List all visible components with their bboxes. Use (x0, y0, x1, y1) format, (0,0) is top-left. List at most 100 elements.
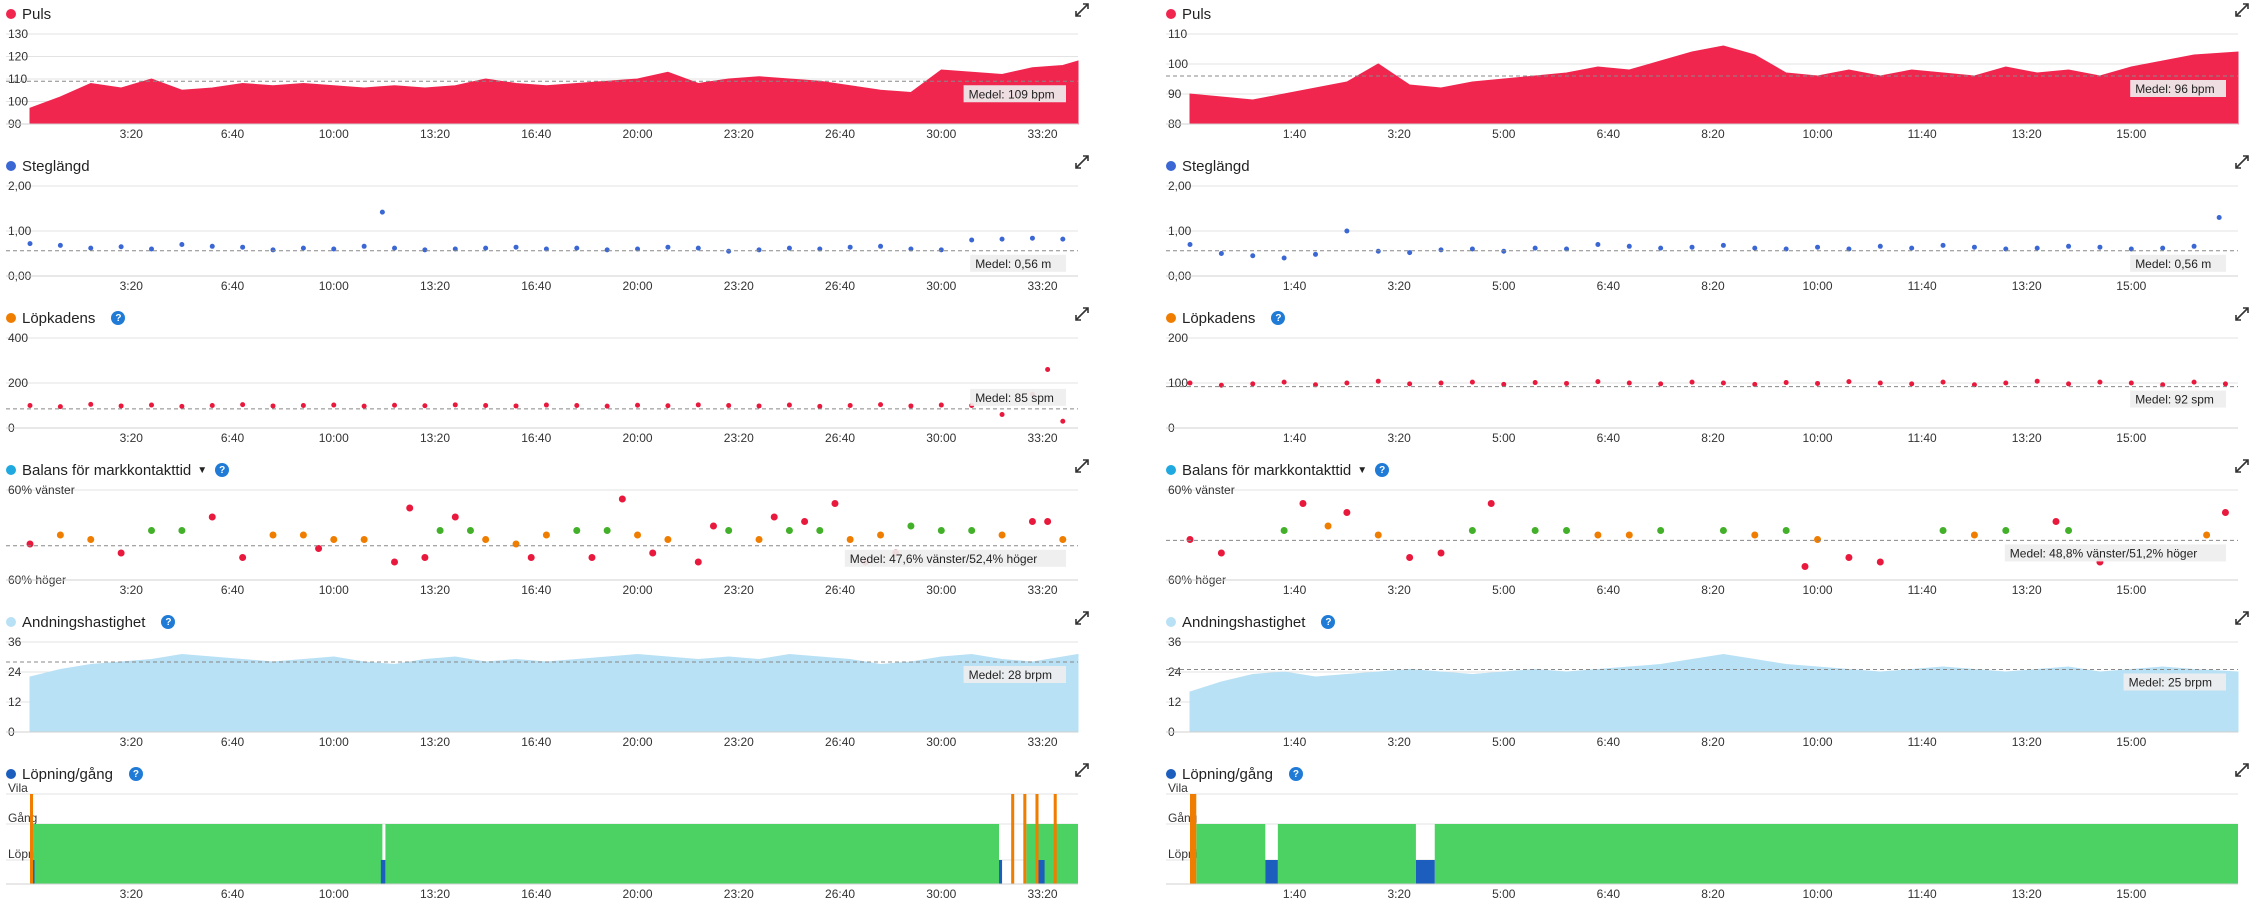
help-icon[interactable]: ? (111, 311, 126, 325)
data-point (299, 531, 307, 539)
x-tick-label: 3:20 (1388, 127, 1412, 141)
data-point (1939, 527, 1947, 534)
y-tick-label: 36 (8, 635, 22, 649)
data-point (725, 527, 733, 534)
average-label: Medel: 109 bpm (969, 87, 1055, 101)
area-series (1189, 653, 2239, 733)
expand-icon[interactable] (2234, 458, 2250, 474)
x-tick-label: 23:20 (724, 431, 754, 445)
chart-panel-steglangd: Steglängd 2,00 1,00 0,00 Medel: 0,56 m 3:20 6:… (6, 154, 1106, 302)
data-point (847, 244, 853, 250)
data-point (1626, 243, 1632, 249)
chart-panel-andningshastighet: Andningshastighet? 36 24 12 0 Medel: 25 brpm 1… (1166, 610, 2265, 758)
data-point (1689, 379, 1695, 385)
dropdown-caret-icon[interactable]: ▼ (197, 464, 208, 476)
help-icon[interactable]: ? (128, 767, 143, 781)
expand-icon[interactable] (1074, 2, 1090, 18)
dropdown-caret-icon[interactable]: ▼ (1357, 464, 1368, 476)
data-point (1845, 554, 1853, 561)
data-point (451, 513, 459, 521)
x-tick-label: 13:20 (420, 127, 450, 141)
segment-bar (30, 794, 34, 884)
x-tick-label: 16:40 (521, 431, 551, 445)
legend-dot (6, 9, 16, 19)
data-point (239, 554, 247, 561)
x-tick-label: 26:40 (825, 127, 855, 141)
expand-icon[interactable] (1074, 610, 1090, 626)
data-point (1060, 418, 1066, 424)
chart-panel-lopning-gang: Löpning/gång? Vila Gång Löpning 3:20 6:40 10:0… (6, 762, 1106, 910)
expand-icon[interactable] (1074, 458, 1090, 474)
expand-icon[interactable] (1074, 306, 1090, 322)
expand-icon[interactable] (1074, 154, 1090, 170)
data-point (27, 241, 33, 247)
data-point (1595, 242, 1601, 247)
segment-bar (999, 860, 1003, 884)
help-icon[interactable]: ? (1271, 311, 1286, 325)
segment-bar (1053, 794, 1057, 884)
data-point (2160, 382, 2166, 388)
data-point (391, 558, 399, 566)
chart-header: Löpning/gång? (6, 762, 143, 786)
data-point (968, 527, 976, 534)
data-point (1815, 380, 1821, 386)
data-point (300, 403, 306, 408)
x-tick-label: 10:00 (1803, 279, 1833, 293)
segment-bar (380, 860, 386, 884)
chart-header: Balans för markkontakttid ▼? (1166, 458, 1390, 482)
x-tick-label: 6:40 (1597, 279, 1621, 293)
x-tick-label: 3:20 (1388, 735, 1412, 749)
expand-icon[interactable] (2234, 2, 2250, 18)
data-point (1877, 380, 1883, 386)
data-point (2160, 245, 2166, 251)
help-icon[interactable]: ? (161, 615, 176, 629)
legend-dot (1166, 617, 1176, 627)
data-point (300, 245, 306, 251)
x-tick-label: 30:00 (926, 735, 956, 749)
x-tick-label: 30:00 (926, 279, 956, 293)
x-tick-label: 20:00 (623, 887, 653, 901)
x-tick-label: 15:00 (2116, 887, 2146, 901)
data-point (209, 243, 215, 249)
expand-icon[interactable] (2234, 610, 2250, 626)
data-point (1658, 245, 1664, 251)
x-tick-label: 6:40 (221, 583, 245, 597)
data-point (179, 403, 185, 409)
expand-icon[interactable] (1074, 762, 1090, 778)
expand-icon[interactable] (2234, 306, 2250, 322)
average-label-bg (2123, 673, 2226, 691)
expand-icon[interactable] (2234, 154, 2250, 170)
data-point (618, 495, 626, 503)
data-point (1217, 549, 1225, 557)
data-point (2097, 244, 2103, 250)
data-point (846, 536, 854, 543)
data-point (392, 245, 398, 251)
help-icon[interactable]: ? (1288, 767, 1303, 781)
help-icon[interactable]: ? (1321, 615, 1336, 629)
data-point (665, 403, 671, 409)
data-point (603, 527, 611, 534)
data-point (1909, 245, 1915, 251)
data-point (1751, 531, 1759, 539)
chart-title: Löpning/gång (1182, 765, 1273, 783)
data-point (938, 247, 944, 253)
x-tick-label: 20:00 (623, 583, 653, 597)
help-icon[interactable]: ? (215, 463, 230, 477)
x-tick-label: 30:00 (926, 431, 956, 445)
data-point (1846, 379, 1852, 385)
data-point (148, 527, 156, 534)
x-tick-label: 13:20 (420, 887, 450, 901)
x-tick-label: 13:20 (420, 583, 450, 597)
average-label: Medel: 28 brpm (969, 668, 1052, 682)
expand-icon[interactable] (2234, 762, 2250, 778)
data-point (755, 536, 763, 543)
data-point (2128, 246, 2134, 252)
data-point (512, 540, 520, 548)
help-icon[interactable]: ? (1375, 463, 1390, 477)
x-tick-label: 10:00 (1803, 127, 1833, 141)
chart-header: Puls (1166, 2, 1211, 26)
x-tick-label: 6:40 (1597, 887, 1621, 901)
chart-title: Andningshastighet (1182, 613, 1306, 631)
